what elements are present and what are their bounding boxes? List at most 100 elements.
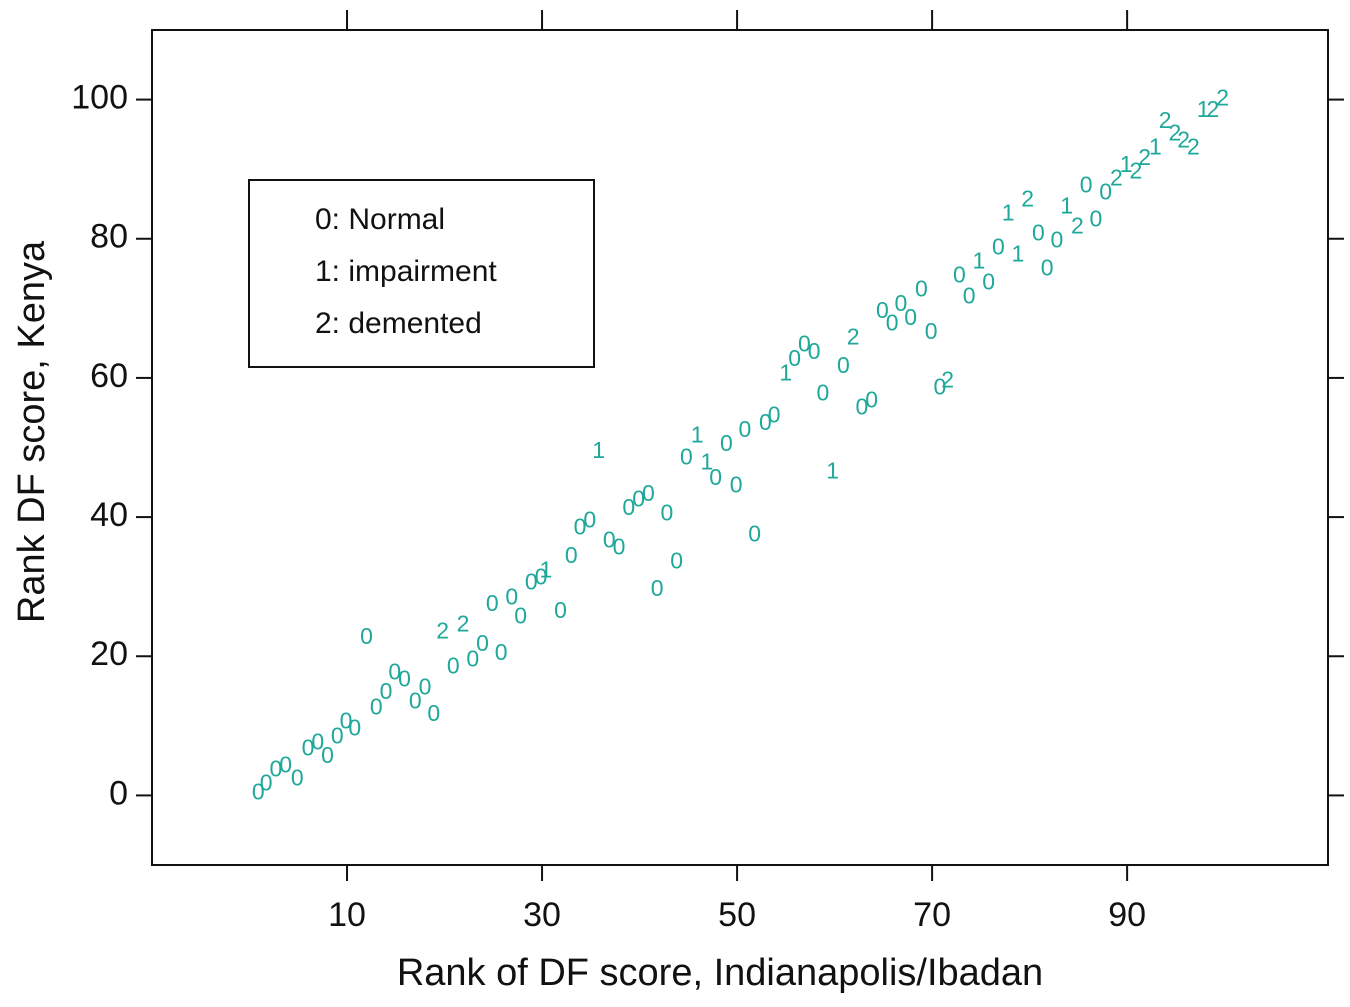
legend-label: 0: Normal — [315, 203, 445, 236]
y-tick-label: 40 — [90, 496, 128, 534]
point-marker: 0 — [505, 584, 518, 610]
point-marker: 0 — [680, 444, 693, 470]
point-marker: 0 — [788, 345, 801, 371]
point-marker: 0 — [738, 416, 751, 442]
point-marker: 0 — [894, 290, 907, 316]
point-marker: 0 — [876, 297, 889, 323]
point-marker: 0 — [583, 506, 596, 532]
point-marker: 0 — [622, 494, 635, 520]
point-marker: 0 — [269, 755, 282, 781]
point-marker: 0 — [642, 480, 655, 506]
point-marker: 0 — [730, 472, 743, 498]
point-marker: 0 — [768, 401, 781, 427]
point-marker: 0 — [398, 666, 411, 692]
legend-box — [248, 179, 595, 368]
y-tick-label: 0 — [109, 774, 128, 812]
point-marker: 1 — [779, 360, 792, 386]
point-marker: 1 — [1120, 151, 1133, 177]
point-marker: 0 — [963, 282, 976, 308]
point-marker: 0 — [904, 304, 917, 330]
y-tick-label: 80 — [90, 218, 128, 256]
point-marker: 0 — [291, 764, 304, 790]
point-marker: 0 — [953, 261, 966, 287]
point-marker: 0 — [321, 742, 334, 768]
point-marker: 1 — [592, 437, 605, 463]
point-marker: 0 — [660, 499, 673, 525]
point-marker: 1 — [826, 458, 839, 484]
point-marker: 0 — [409, 687, 422, 713]
point-marker: 0 — [447, 652, 460, 678]
point-marker: 0 — [260, 769, 273, 795]
point-marker: 2 — [1110, 165, 1123, 191]
point-marker: 0 — [252, 778, 265, 804]
point-marker: 2 — [436, 618, 449, 644]
point-marker: 0 — [302, 735, 315, 761]
x-tick-label: 50 — [718, 896, 756, 934]
point-marker: 0 — [670, 547, 683, 573]
point-marker: 2 — [941, 366, 954, 392]
plot-frame — [151, 29, 1329, 866]
point-marker: 0 — [865, 387, 878, 413]
point-marker: 2 — [847, 323, 860, 349]
point-marker: 1 — [700, 449, 713, 475]
point-marker: 0 — [525, 568, 538, 594]
point-marker: 0 — [915, 275, 928, 301]
point-marker: 0 — [360, 623, 373, 649]
point-marker: 0 — [514, 602, 527, 628]
point-marker: 0 — [476, 630, 489, 656]
point-marker: 0 — [348, 714, 361, 740]
point-marker: 2 — [457, 611, 470, 637]
x-tick-label: 90 — [1108, 896, 1146, 934]
point-marker: 0 — [855, 394, 868, 420]
x-tick-label: 10 — [328, 896, 366, 934]
point-marker: 0 — [709, 464, 722, 490]
point-marker: 2 — [1138, 144, 1151, 170]
point-marker: 0 — [279, 751, 292, 777]
point-marker: 2 — [1216, 85, 1229, 111]
point-marker: 0 — [934, 373, 947, 399]
point-marker: 0 — [925, 318, 938, 344]
point-marker: 0 — [388, 659, 401, 685]
point-marker: 0 — [1099, 179, 1112, 205]
point-marker: 0 — [311, 728, 324, 754]
point-marker: 0 — [992, 234, 1005, 260]
point-marker: 1 — [691, 421, 704, 447]
point-marker: 0 — [380, 678, 393, 704]
point-marker: 0 — [331, 723, 344, 749]
point-marker: 0 — [982, 268, 995, 294]
point-marker: 0 — [798, 330, 811, 356]
point-marker: 0 — [370, 694, 383, 720]
point-marker: 1 — [1060, 193, 1073, 219]
point-marker: 0 — [554, 597, 567, 623]
point-marker: 1 — [973, 247, 986, 273]
point-marker: 0 — [759, 409, 772, 435]
point-marker: 2 — [1159, 107, 1172, 133]
point-marker: 0 — [495, 639, 508, 665]
point-marker: 0 — [816, 380, 829, 406]
point-marker: 0 — [486, 590, 499, 616]
x-tick-label: 30 — [523, 896, 561, 934]
point-marker: 0 — [427, 700, 440, 726]
y-tick-label: 100 — [71, 79, 128, 117]
point-marker: 0 — [651, 575, 664, 601]
point-marker: 0 — [603, 527, 616, 553]
point-marker: 2 — [1177, 126, 1190, 152]
x-tick-label: 70 — [913, 896, 951, 934]
point-marker: 0 — [748, 520, 761, 546]
legend-label: 1: impairment — [315, 255, 497, 288]
point-marker: 0 — [574, 513, 587, 539]
point-marker: 0 — [340, 707, 353, 733]
point-marker: 1 — [1012, 241, 1025, 267]
y-axis-title: Rank DF score, Kenya — [11, 240, 53, 623]
legend-label: 2: demented — [315, 307, 482, 340]
point-marker: 1 — [540, 556, 553, 582]
point-marker: 2 — [1187, 133, 1200, 159]
point-marker: 0 — [808, 338, 821, 364]
point-marker: 2 — [1021, 186, 1034, 212]
point-marker: 0 — [1080, 172, 1093, 198]
point-marker: 0 — [886, 309, 899, 335]
point-marker: 1 — [1149, 133, 1162, 159]
point-marker: 0 — [535, 563, 548, 589]
point-marker: 0 — [837, 352, 850, 378]
